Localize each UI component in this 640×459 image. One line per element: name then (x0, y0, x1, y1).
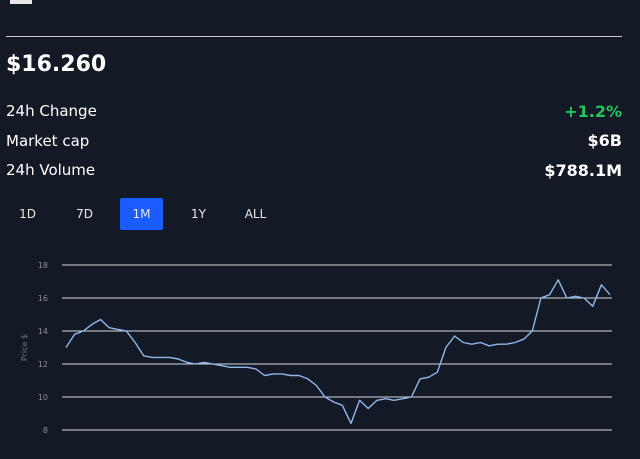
y-tick-label: 16 (38, 294, 48, 303)
divider (6, 36, 622, 37)
price-chart: 8 10 12 14 16 18 Price $ (20, 261, 612, 435)
tab[interactable]: 1D (19, 207, 36, 221)
tab[interactable]: 1Y (191, 207, 206, 221)
stat-label: 24h Volume (6, 161, 96, 179)
tab[interactable]: 1M (120, 198, 163, 230)
price-line (65, 279, 611, 425)
header-fragment (10, 0, 32, 4)
stat-label: Market cap (6, 131, 90, 150)
price: $16.260 (6, 52, 107, 77)
stat-row: 24h Volume $788.1M (6, 159, 622, 181)
stat-value: $6B (587, 131, 622, 150)
y-tick-label: 8 (43, 426, 48, 435)
stat-value: $788.1M (544, 160, 622, 180)
y-tick-label: 10 (38, 393, 48, 402)
tab[interactable]: ALL (244, 207, 267, 221)
timeframe-tabs: 1D 7D 1M 1Y ALL (6, 198, 291, 230)
y-tick-label: 18 (38, 261, 48, 270)
stat-row: 24h Change +1.2% (6, 100, 622, 122)
stat-label: 24h Change (6, 102, 97, 120)
y-tick-label: 12 (38, 360, 48, 369)
y-tick-label: 14 (38, 327, 48, 336)
stat-row: Market cap $6B (6, 130, 622, 152)
tab[interactable]: 7D (76, 207, 93, 221)
y-axis-label: Price $ (20, 334, 29, 361)
stat-value: +1.2% (564, 101, 622, 121)
